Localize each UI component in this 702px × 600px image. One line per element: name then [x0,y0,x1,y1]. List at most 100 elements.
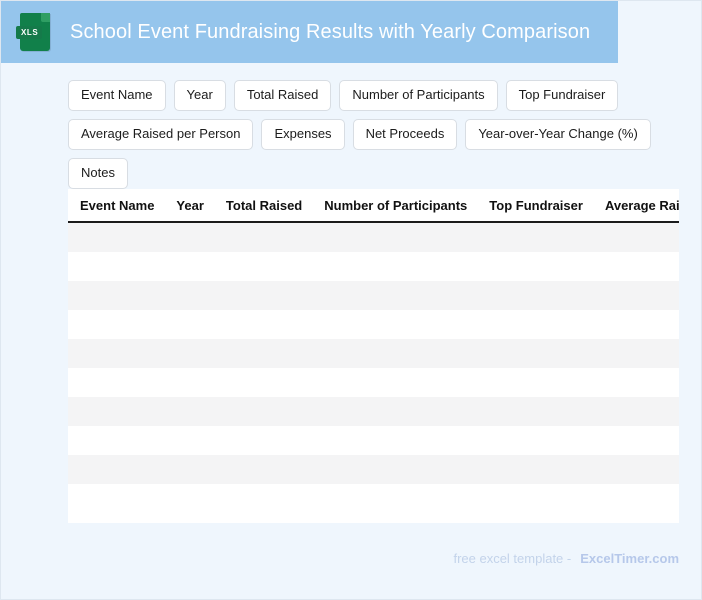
table-cell[interactable] [165,339,215,368]
table-cell[interactable] [593,281,679,310]
table-cell[interactable] [313,310,479,339]
table-row[interactable] [68,310,679,339]
table-cell[interactable] [313,252,479,281]
column-header[interactable]: Total Raised [214,189,314,223]
table-cell[interactable] [214,484,314,513]
table-cell[interactable] [593,455,679,484]
table-row[interactable] [68,455,679,484]
table-cell[interactable] [593,368,679,397]
table-cell[interactable] [68,455,166,484]
table-row[interactable] [68,426,679,455]
table-header: Event Name Year Total Raised Number of Part… [68,189,679,223]
column-header[interactable]: Top Fundraiser [478,189,594,223]
table-cell[interactable] [214,281,314,310]
page-title: School Event Fundraising Results with Ye… [70,21,591,43]
table-cell[interactable] [478,426,594,455]
field-tag[interactable]: Year-over-Year Change (%) [465,119,651,150]
table-cell[interactable] [593,252,679,281]
table-cell[interactable] [68,310,166,339]
field-tag[interactable]: Year [173,80,226,111]
table-cell[interactable] [68,368,166,397]
xls-file-icon: XLS [16,13,50,51]
column-header[interactable]: Number of Participants [313,189,479,223]
table-cell[interactable] [593,397,679,426]
table-cell[interactable] [68,397,166,426]
table-row[interactable] [68,397,679,426]
table-cell[interactable] [214,222,314,252]
table-cell[interactable] [165,484,215,513]
field-tag[interactable]: Notes [68,158,128,189]
table-row[interactable] [68,484,679,513]
column-header[interactable]: Year [165,189,215,223]
table-cell[interactable] [165,222,215,252]
column-header[interactable]: Average Raised per Person [593,189,679,223]
table-row[interactable] [68,222,679,252]
table-cell[interactable] [313,484,479,513]
table-cell[interactable] [313,281,479,310]
table-row[interactable] [68,339,679,368]
table-cell[interactable] [313,455,479,484]
table-cell[interactable] [214,368,314,397]
table-cell[interactable] [68,252,166,281]
table-cell[interactable] [313,222,479,252]
table-cell[interactable] [313,397,479,426]
field-tag[interactable]: Expenses [261,119,345,150]
footer: free excel template - ExcelTimer.com [453,551,679,567]
table-cell[interactable] [68,484,166,513]
table-cell[interactable] [214,310,314,339]
table-cell[interactable] [68,281,166,310]
field-tag[interactable]: Total Raised [233,80,332,111]
field-tag-list: Event Name Year Total Raised Number of Part… [68,80,688,189]
table-cell[interactable] [478,252,594,281]
field-tag[interactable]: Number of Participants [339,80,498,111]
column-header[interactable]: Event Name [68,189,166,223]
table-cell[interactable] [165,252,215,281]
footer-text: free excel template - [453,551,572,566]
table-cell[interactable] [165,310,215,339]
page-header: XLS School Event Fundraising Results wit… [1,1,618,63]
table-cell[interactable] [593,426,679,455]
field-tag[interactable]: Net Proceeds [352,119,458,150]
file-icon-corner-fold [41,13,50,22]
table-cell[interactable] [313,339,479,368]
table-cell[interactable] [313,426,479,455]
table-cell[interactable] [165,368,215,397]
field-tag[interactable]: Average Raised per Person [68,119,254,150]
table-cell[interactable] [214,426,314,455]
table-cell[interactable] [593,484,679,513]
footer-brand-link[interactable]: ExcelTimer.com [580,551,679,566]
table-body [68,222,679,513]
file-icon-label: XLS [16,26,43,39]
table-cell[interactable] [478,310,594,339]
table-cell[interactable] [593,222,679,252]
table-cell[interactable] [165,455,215,484]
table-row[interactable] [68,252,679,281]
table-cell[interactable] [313,368,479,397]
field-tag[interactable]: Event Name [68,80,166,111]
field-tag[interactable]: Top Fundraiser [505,80,619,111]
table-cell[interactable] [478,281,594,310]
table-cell[interactable] [68,339,166,368]
table-cell[interactable] [478,455,594,484]
table-cell[interactable] [214,397,314,426]
table-cell[interactable] [478,222,594,252]
table-cell[interactable] [165,426,215,455]
table-cell[interactable] [593,339,679,368]
table-cell[interactable] [68,222,166,252]
table-cell[interactable] [165,397,215,426]
table-row[interactable] [68,368,679,397]
table-cell[interactable] [478,368,594,397]
table-header-row: Event Name Year Total Raised Number of Part… [68,189,679,223]
table-row[interactable] [68,281,679,310]
table-cell[interactable] [214,339,314,368]
table-cell[interactable] [478,397,594,426]
data-table-container[interactable]: Event Name Year Total Raised Number of Part… [68,189,679,523]
table-cell[interactable] [478,339,594,368]
table-cell[interactable] [478,484,594,513]
table-cell[interactable] [165,281,215,310]
table-cell[interactable] [68,426,166,455]
table-cell[interactable] [214,455,314,484]
table-cell[interactable] [593,310,679,339]
table-cell[interactable] [214,252,314,281]
